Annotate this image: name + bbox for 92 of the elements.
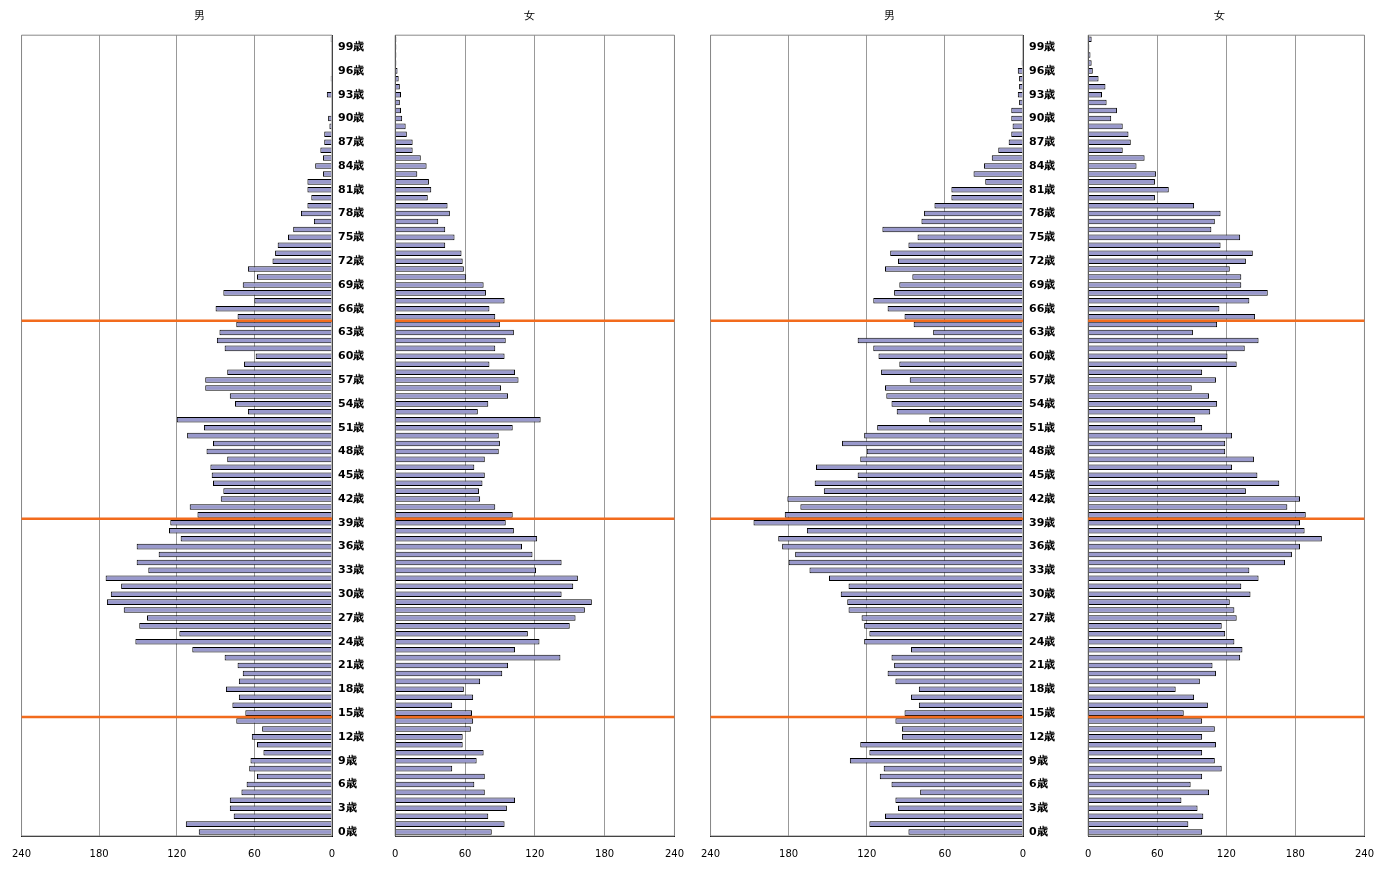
x-tick-label: 180 [89, 847, 109, 859]
y-tick-label: 12歳 [338, 729, 365, 743]
x-tick-label: 240 [12, 847, 32, 859]
y-tick-label: 36歳 [1029, 539, 1056, 553]
y-tick-label: 12歳 [1029, 729, 1056, 743]
x-tick-label: 60 [938, 847, 952, 859]
x-tick-label: 0 [1084, 847, 1092, 859]
y-tick-label: 81歳 [338, 182, 365, 196]
y-tick-label: 69歳 [1029, 277, 1056, 291]
y-tick-label: 24歳 [1029, 634, 1056, 648]
x-tick-label: 60 [248, 847, 261, 859]
y-tick-label: 27歳 [338, 610, 365, 624]
y-tick-label: 93歳 [1029, 87, 1056, 101]
y-tick-label: 33歳 [338, 563, 365, 577]
y-tick-label: 84歳 [1029, 158, 1056, 172]
x-tick-label: 120 [525, 847, 545, 859]
y-tick-label: 66歳 [1029, 301, 1056, 315]
y-tick-label: 99歳 [338, 39, 365, 53]
y-tick-label: 90歳 [1029, 111, 1056, 125]
x-tick-label: 180 [779, 847, 799, 859]
y-tick-label: 0歳 [338, 824, 357, 838]
x-tick-label: 120 [167, 847, 187, 859]
y-tick-label: 60歳 [338, 349, 365, 363]
y-tick-label: 57歳 [1029, 372, 1056, 386]
y-tick-label: 39歳 [338, 515, 365, 529]
x-tick-label: 60 [1150, 847, 1164, 859]
y-tick-label: 30歳 [338, 587, 365, 601]
y-tick-label: 54歳 [338, 396, 365, 410]
x-tick-label: 0 [328, 847, 336, 859]
chart-title: 女 [523, 9, 535, 23]
x-tick-label: 240 [701, 847, 721, 859]
y-tick-label: 63歳 [1029, 325, 1056, 339]
y-tick-label: 51歳 [338, 420, 365, 434]
y-tick-label: 45歳 [338, 468, 365, 482]
y-tick-label: 18歳 [338, 682, 365, 696]
y-tick-label: 51歳 [1029, 420, 1056, 434]
y-tick-label: 6歳 [1029, 777, 1048, 791]
y-tick-label: 72歳 [338, 254, 365, 268]
y-tick-label: 42歳 [338, 491, 365, 505]
y-tick-label: 78歳 [338, 206, 365, 220]
y-tick-label: 54歳 [1029, 396, 1056, 410]
y-tick-label: 81歳 [1029, 182, 1056, 196]
y-tick-label: 90歳 [338, 111, 365, 125]
y-tick-label: 63歳 [338, 325, 365, 339]
x-tick-label: 0 [1019, 847, 1027, 859]
x-tick-label: 180 [595, 847, 615, 859]
chart-title: 男 [193, 9, 205, 23]
y-tick-label: 9歳 [338, 753, 357, 767]
y-tick-label: 78歳 [1029, 206, 1056, 220]
y-tick-label: 3歳 [338, 801, 357, 815]
y-tick-label: 60歳 [1029, 349, 1056, 363]
x-tick-label: 240 [664, 847, 684, 859]
x-tick-label: 180 [1285, 847, 1305, 859]
chart-title: 女 [1213, 9, 1225, 23]
y-tick-label: 42歳 [1029, 491, 1056, 505]
y-tick-label: 57歳 [338, 372, 365, 386]
x-tick-label: 0 [391, 847, 399, 859]
y-tick-label: 87歳 [1029, 135, 1056, 149]
chart-title: 男 [883, 9, 895, 23]
y-tick-label: 33歳 [1029, 563, 1056, 577]
y-tick-label: 6歳 [338, 777, 357, 791]
x-tick-label: 60 [458, 847, 472, 859]
y-tick-label: 9歳 [1029, 753, 1048, 767]
y-tick-label: 96歳 [1029, 63, 1056, 77]
y-tick-label: 72歳 [1029, 254, 1056, 268]
y-tick-label: 0歳 [1029, 824, 1048, 838]
y-tick-label: 75歳 [1029, 230, 1056, 244]
y-tick-label: 21歳 [338, 658, 365, 672]
x-tick-label: 120 [857, 847, 877, 859]
y-tick-label: 99歳 [1029, 39, 1056, 53]
y-tick-label: 84歳 [338, 158, 365, 172]
y-tick-label: 96歳 [338, 63, 365, 77]
y-tick-label: 93歳 [338, 87, 365, 101]
y-tick-label: 15歳 [1029, 705, 1056, 719]
y-tick-label: 75歳 [338, 230, 365, 244]
y-tick-label: 45歳 [1029, 468, 1056, 482]
x-tick-label: 120 [1216, 847, 1236, 859]
y-tick-label: 15歳 [338, 705, 365, 719]
y-tick-label: 69歳 [338, 277, 365, 291]
y-tick-label: 48歳 [338, 444, 365, 458]
y-tick-label: 24歳 [338, 634, 365, 648]
y-tick-label: 66歳 [338, 301, 365, 315]
y-tick-label: 39歳 [1029, 515, 1056, 529]
y-tick-label: 3歳 [1029, 801, 1048, 815]
y-tick-label: 18歳 [1029, 682, 1056, 696]
x-tick-label: 240 [1354, 847, 1374, 859]
y-tick-label: 36歳 [338, 539, 365, 553]
y-tick-label: 87歳 [338, 135, 365, 149]
y-tick-label: 27歳 [1029, 610, 1056, 624]
y-tick-label: 30歳 [1029, 587, 1056, 601]
y-tick-label: 48歳 [1029, 444, 1056, 458]
y-tick-label: 21歳 [1029, 658, 1056, 672]
